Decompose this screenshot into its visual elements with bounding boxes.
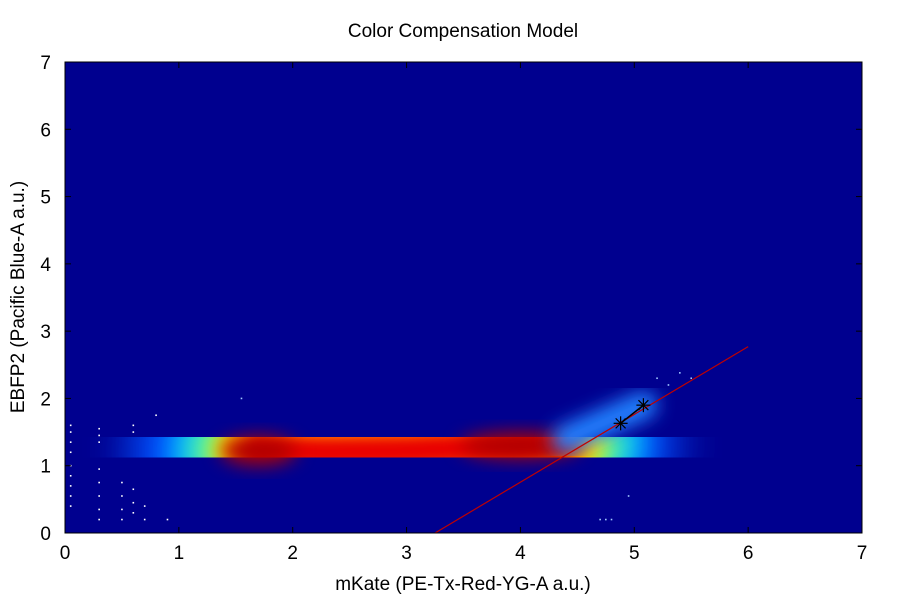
outlier-point	[121, 495, 123, 497]
outlier-point	[143, 518, 146, 521]
x-tick-label: 3	[401, 543, 412, 564]
outlier-point	[69, 505, 72, 507]
y-tick-label: 1	[40, 457, 51, 478]
outlier-point	[69, 424, 72, 427]
outlier-point	[656, 377, 658, 380]
x-axis: 0 1 2 3 4 5 6 7	[60, 62, 868, 564]
outlier-point	[610, 518, 613, 521]
density-core-2	[460, 432, 581, 459]
density-core-1	[220, 436, 297, 465]
y-tick-label: 3	[40, 322, 51, 343]
x-axis-label: mKate (PE-Tx-Red-YG-A a.u.)	[335, 574, 591, 595]
outlier-point	[121, 481, 123, 484]
outlier-point	[166, 518, 169, 521]
outlier-point	[98, 441, 100, 443]
x-tick-label: 7	[857, 543, 868, 564]
asterisk-marker-2	[636, 398, 651, 413]
chart-title: Color Compensation Model	[348, 21, 578, 42]
density-heatmap	[128, 367, 676, 528]
outlier-point	[98, 427, 100, 430]
outlier-point	[98, 434, 100, 437]
outlier-point	[679, 372, 681, 374]
plot-frame	[64, 61, 863, 534]
outlier-point	[121, 518, 123, 521]
outlier-point	[132, 501, 135, 504]
outlier-point	[240, 397, 243, 400]
y-tick-label: 6	[40, 120, 51, 141]
outlier-points	[69, 372, 693, 521]
y-tick-label: 7	[40, 53, 51, 74]
outlier-point	[69, 451, 72, 454]
y-axis-label: EBFP2 (Pacific Blue-A a.u.)	[8, 181, 29, 413]
y-tick-label: 2	[40, 389, 51, 410]
compensation-fit-line	[434, 346, 749, 533]
outlier-point	[69, 441, 72, 443]
y-tick-label: 0	[40, 524, 51, 545]
outlier-point	[605, 518, 607, 521]
outlier-point	[132, 424, 135, 427]
outlier-point	[98, 508, 100, 511]
outlier-point	[667, 384, 670, 386]
outlier-point	[69, 431, 72, 433]
outlier-point	[690, 377, 693, 380]
outlier-point	[69, 475, 72, 477]
outlier-point	[98, 495, 100, 497]
x-tick-label: 5	[629, 543, 640, 564]
x-tick-label: 2	[287, 543, 298, 564]
outlier-point	[69, 495, 72, 497]
y-tick-label: 5	[40, 188, 51, 209]
x-tick-label: 0	[60, 543, 71, 564]
outlier-point	[98, 518, 100, 521]
outlier-point	[98, 468, 100, 470]
outlier-point	[155, 414, 157, 417]
outlier-point	[627, 495, 630, 497]
x-tick-label: 4	[515, 543, 526, 564]
model-overlay	[434, 346, 749, 533]
outlier-point	[98, 481, 100, 484]
outlier-point	[69, 485, 72, 487]
outlier-point	[132, 488, 135, 491]
asterisk-marker-1	[613, 416, 628, 431]
outlier-point	[143, 505, 146, 507]
outlier-point	[121, 508, 123, 511]
outlier-point	[599, 518, 601, 521]
x-tick-label: 6	[743, 543, 754, 564]
outlier-point	[132, 512, 135, 514]
density-tail	[551, 391, 658, 453]
x-tick-label: 1	[174, 543, 185, 564]
outlier-point	[132, 431, 135, 433]
y-tick-label: 4	[40, 255, 51, 276]
y-axis: 0 1 2 3 4 5 6 7	[40, 53, 862, 545]
